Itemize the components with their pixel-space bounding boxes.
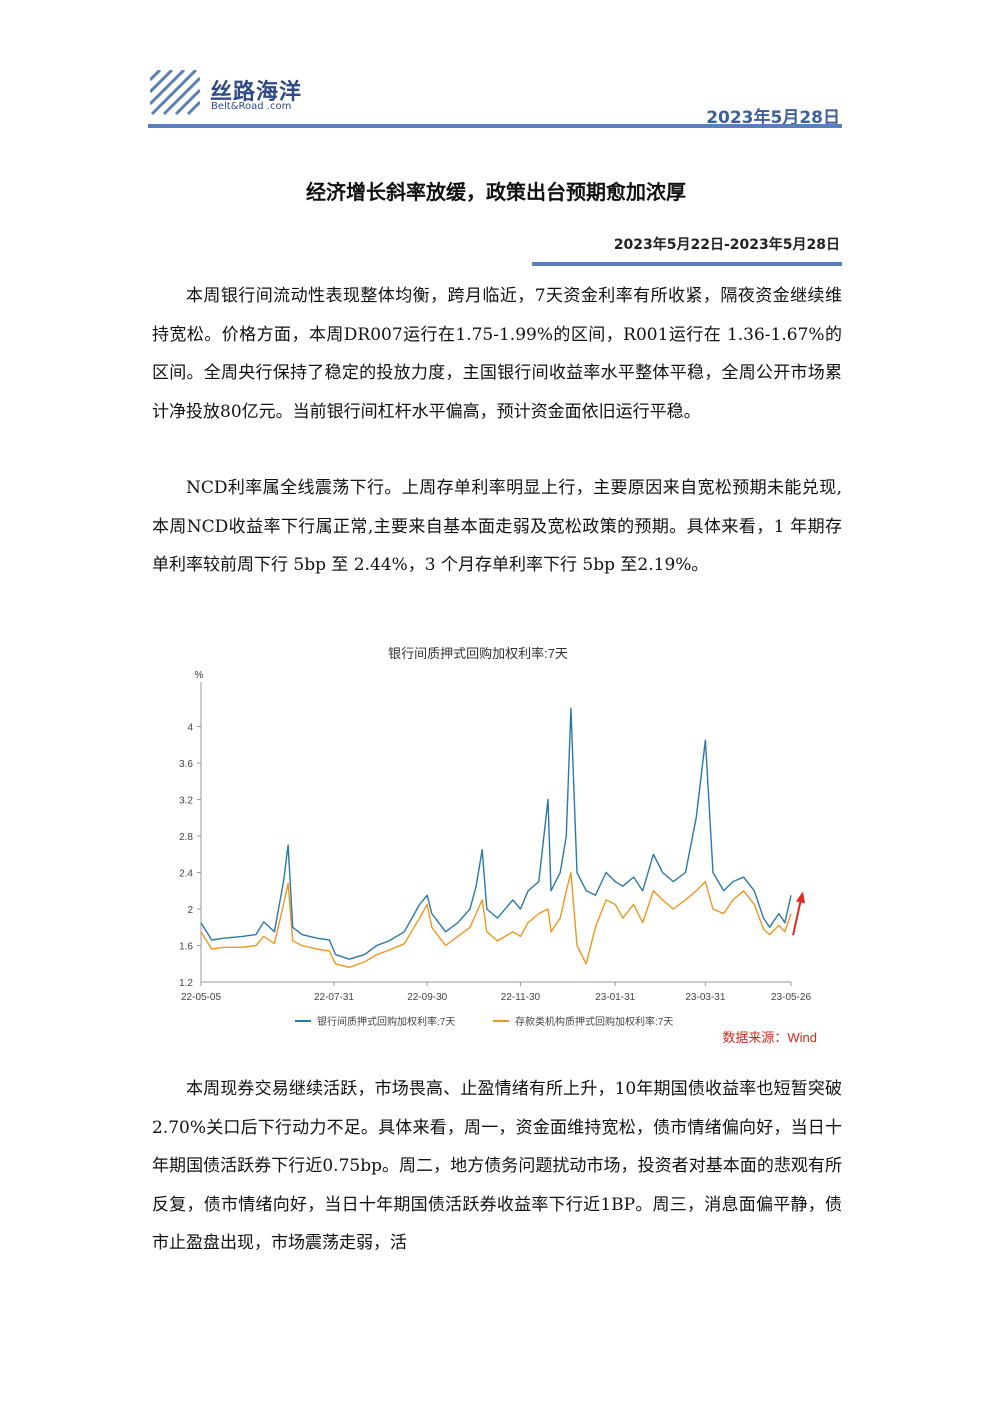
- y-tick-label: 3.2: [179, 796, 193, 807]
- x-tick-label: 22-11-30: [501, 992, 541, 1003]
- paragraph-liquidity: 本周银行间流动性表现整体均衡，跨月临近，7天资金利率有所收紧，隔夜资金继续维持宽…: [152, 286, 842, 422]
- x-tick-label: 22-09-30: [407, 992, 447, 1003]
- x-tick-label: 23-01-31: [595, 992, 635, 1003]
- legend-label: 银行间质押式回购加权利率:7天: [317, 1015, 455, 1028]
- logo-subtext: Belt&Road .com: [211, 101, 292, 112]
- logo-icon: [150, 70, 200, 116]
- series-line: [200, 707, 792, 960]
- chart-source: 数据来源：Wind: [722, 1030, 817, 1045]
- y-tick-label: 2.4: [179, 869, 193, 880]
- header-divider: [148, 124, 842, 128]
- series-line: [200, 871, 792, 969]
- chart-title: 银行间质押式回购加权利率:7天: [388, 646, 568, 661]
- trend-arrow-head: [796, 891, 805, 904]
- y-tick-label: 2.8: [179, 832, 193, 843]
- paragraph-ncd: NCD利率属全线震荡下行。上周存单利率明显上行，主要原因来自宽松预期未能兑现,本…: [152, 478, 842, 575]
- x-tick-label: 23-03-31: [685, 992, 725, 1003]
- y-tick-label: 3.6: [179, 759, 193, 770]
- paragraph-bond-market: 本周现券交易继续活跃，市场畏高、止盈情绪有所上升，10年期国债收益率也短暂突破2…: [152, 1079, 842, 1253]
- y-axis-label: %: [195, 670, 204, 681]
- y-tick-label: 2: [187, 905, 193, 916]
- y-tick-label: 1.2: [179, 978, 193, 989]
- y-tick-label: 4: [187, 723, 193, 734]
- y-tick-label: 1.6: [179, 942, 193, 953]
- trend-arrow: [792, 899, 802, 936]
- page-title: 经济增长斜率放缓，政策出台预期愈加浓厚: [306, 180, 686, 204]
- x-tick-label: 23-05-26: [771, 992, 811, 1003]
- header-date: 2023年5月28日: [706, 108, 840, 128]
- x-tick-label: 22-05-05: [181, 992, 221, 1003]
- report-period: 2023年5月22日-2023年5月28日: [613, 237, 840, 253]
- x-tick-label: 22-07-31: [314, 992, 354, 1003]
- period-divider: [532, 262, 842, 266]
- legend-label: 存款类机构质押式回购加权利率:7天: [515, 1015, 673, 1028]
- repo-rate-chart: 银行间质押式回购加权利率:7天 % 1.6 2 2.4 2.8 3.2 3.6 4 1.2 22…: [179, 646, 817, 1045]
- logo-text: 丝路海洋: [210, 80, 303, 105]
